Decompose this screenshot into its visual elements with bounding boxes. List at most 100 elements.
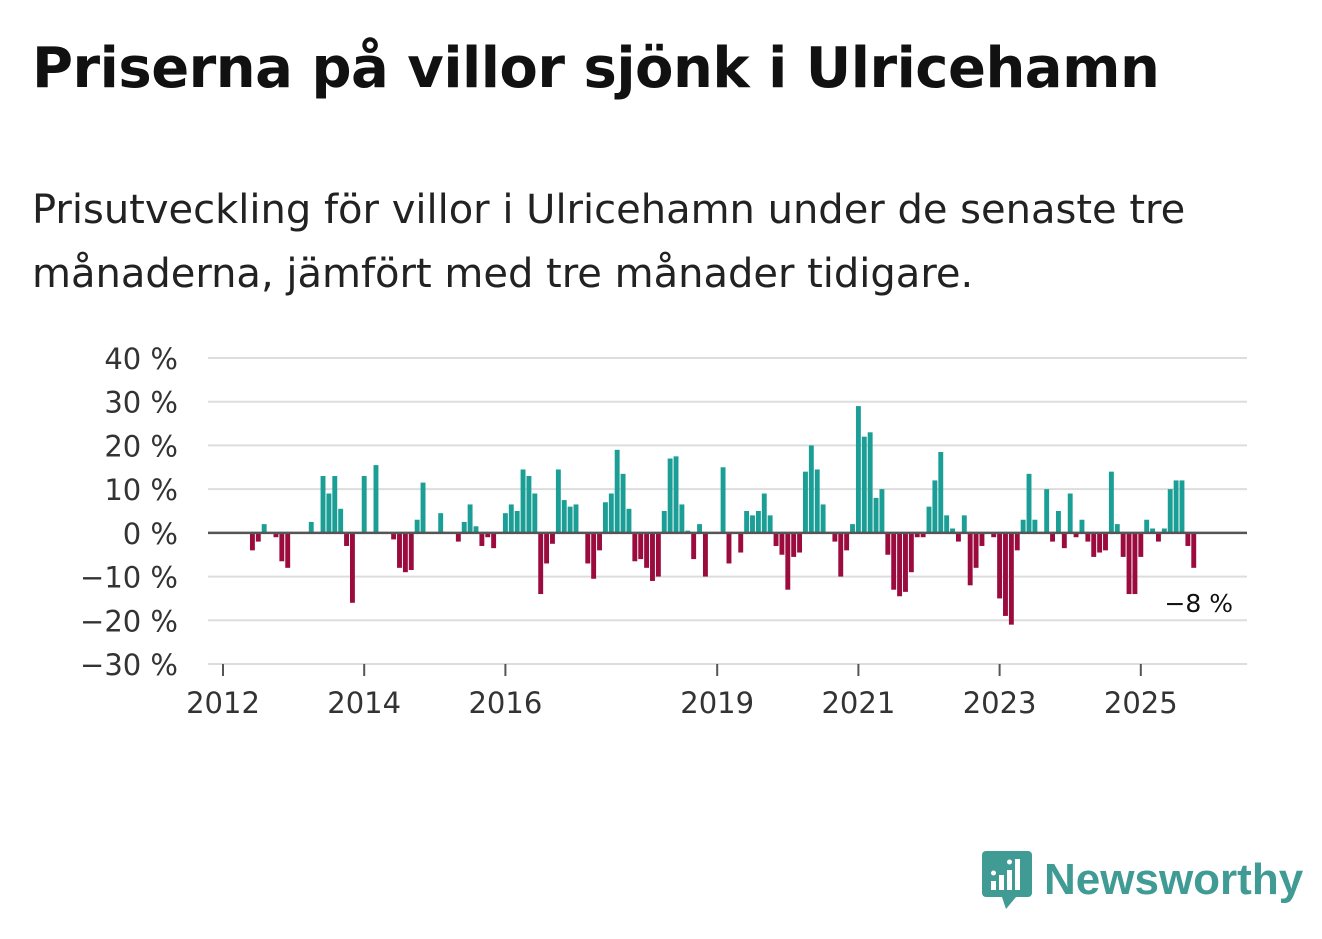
- bar: [526, 476, 532, 533]
- bar: [285, 532, 291, 568]
- bar: [508, 504, 514, 533]
- bar: [861, 436, 867, 533]
- bar: [1138, 532, 1144, 557]
- y-tick-label: −30 %: [80, 648, 178, 682]
- bar: [632, 532, 638, 562]
- bar: [661, 511, 667, 533]
- bar: [1156, 532, 1161, 542]
- chart-title: Priserna på villor sjönk i Ulricehamn: [32, 36, 1160, 101]
- bar: [1103, 532, 1108, 551]
- bar: [644, 532, 650, 568]
- bar: [738, 532, 744, 553]
- y-tick-label: 40 %: [104, 342, 178, 376]
- bar: [585, 532, 591, 564]
- bar: [332, 476, 338, 533]
- bar: [1067, 493, 1073, 533]
- bar: [261, 524, 267, 533]
- bar: [391, 532, 397, 540]
- bar: [1191, 532, 1197, 568]
- bar: [938, 451, 944, 533]
- bar: [720, 467, 726, 533]
- bar: [726, 532, 732, 564]
- last-value-label: −8 %: [1164, 589, 1233, 618]
- bar: [1114, 524, 1120, 533]
- bar: [408, 532, 414, 571]
- bar: [679, 504, 685, 533]
- bar: [655, 532, 661, 577]
- bar-chart: 40 %30 %20 %10 %0 %−10 %−20 %−30 % 2012 2…: [80, 342, 1247, 720]
- bar: [797, 532, 803, 553]
- bar: [1073, 532, 1079, 538]
- bar: [908, 532, 914, 573]
- bar: [914, 532, 920, 538]
- bar: [491, 532, 497, 549]
- bar: [1079, 519, 1085, 533]
- bar: [573, 504, 579, 533]
- bar: [479, 532, 485, 546]
- bar: [1150, 528, 1156, 533]
- bar: [555, 469, 561, 533]
- bar: [879, 489, 885, 533]
- bar: [897, 532, 903, 597]
- bar: [361, 476, 367, 533]
- bar: [779, 532, 785, 555]
- bar: [697, 524, 702, 533]
- bar: [1091, 532, 1097, 557]
- bar: [791, 532, 797, 557]
- bar: [785, 532, 791, 590]
- bar: [767, 515, 773, 533]
- bar: [850, 524, 855, 533]
- y-tick-label: −20 %: [80, 604, 178, 638]
- bar: [955, 532, 961, 542]
- brand-name: Newsworthy: [1044, 855, 1304, 904]
- bar: [838, 532, 844, 577]
- bar: [903, 532, 908, 592]
- bar: [461, 521, 467, 533]
- bar: [597, 532, 602, 551]
- bar: [561, 500, 567, 533]
- bar: [567, 506, 573, 533]
- bar: [1026, 473, 1032, 533]
- bar: [273, 532, 279, 538]
- bar: [320, 476, 326, 533]
- bar: [550, 532, 555, 544]
- y-tick-label: 10 %: [104, 473, 178, 507]
- chart-subtitle: Prisutveckling för villor i Ulricehamn u…: [32, 187, 1186, 297]
- bar: [502, 513, 508, 533]
- bar: [614, 449, 620, 533]
- bar: [1044, 489, 1050, 533]
- bar: [1003, 532, 1008, 616]
- bar: [1097, 532, 1103, 553]
- bar: [1161, 528, 1167, 533]
- x-tick-label: 2021: [821, 686, 895, 720]
- bar: [249, 532, 255, 551]
- bar: [803, 471, 808, 533]
- y-tick-label: 30 %: [104, 386, 178, 420]
- bar: [402, 532, 408, 573]
- bar: [1120, 532, 1126, 557]
- bar: [773, 532, 779, 546]
- bar: [691, 532, 697, 560]
- bar: [950, 528, 955, 533]
- bar: [532, 493, 538, 533]
- bar: [967, 532, 973, 586]
- newsworthy-brand: Newsworthy: [982, 850, 1303, 910]
- bar: [485, 532, 491, 538]
- bar: [650, 532, 655, 581]
- y-tick-label: −10 %: [80, 561, 178, 595]
- bar: [1126, 532, 1132, 595]
- x-tick-label: 2012: [186, 686, 260, 720]
- x-tick-label: 2016: [468, 686, 542, 720]
- bar: [308, 521, 314, 533]
- bar: [349, 532, 355, 603]
- bar: [520, 469, 526, 533]
- bar: [891, 532, 897, 590]
- bar: [873, 497, 879, 533]
- bar: [808, 445, 814, 533]
- bar: [1055, 511, 1061, 533]
- bar: [973, 532, 979, 568]
- bar: [1050, 532, 1055, 542]
- bar: [1179, 480, 1185, 533]
- bar: [344, 532, 349, 546]
- bar: [1085, 532, 1091, 542]
